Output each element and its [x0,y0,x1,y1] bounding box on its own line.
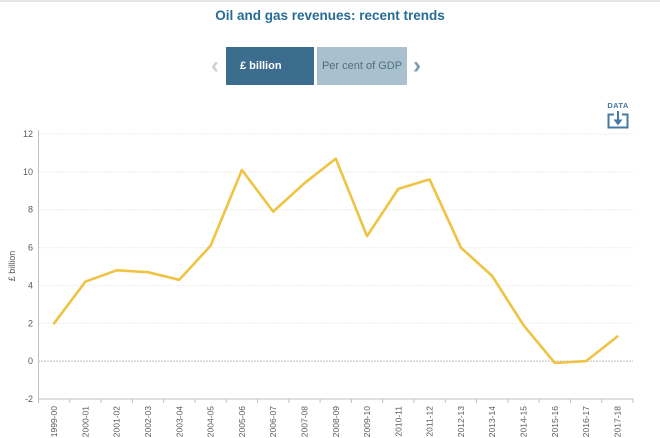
x-tick-label: 2001-02 [112,406,122,437]
x-tick-label: 2015-16 [550,406,560,437]
tab-pound-billion[interactable]: £ billion [226,47,314,85]
x-tick-label: 2007-08 [299,406,309,437]
chevron-right-icon[interactable]: › [413,52,421,79]
x-tick-label: 2016-17 [581,406,591,437]
unit-toggle-tabbar: ‹ £ billion Per cent of GDP › [209,47,423,85]
page-title: Oil and gas revenues: recent trends [215,8,445,23]
x-tick-label: 2002-03 [143,406,153,437]
chevron-left-icon[interactable]: ‹ [211,52,219,79]
x-tick-label: 2005-06 [237,406,247,437]
y-tick-label: 10 [23,167,33,177]
y-tick-label: -2 [25,394,33,404]
revenue-line [52,157,619,365]
top-border [0,0,660,2]
x-tick-label: 2006-07 [268,406,278,437]
x-tick-label: 2012-13 [456,406,466,437]
x-tick-label: 2003-04 [174,406,184,437]
y-tick-label: 4 [28,280,33,290]
x-tick-label: 2000-01 [80,406,90,437]
y-tick-label: 0 [28,356,33,366]
y-tick-label: 12 [23,129,33,139]
y-tick-label: 6 [28,243,33,253]
y-tick-label: 8 [28,205,33,215]
data-download-label: DATA [607,101,629,110]
x-tick-label: 2010-11 [393,406,403,437]
x-tick-label: 2011-12 [425,406,435,437]
x-tick-label: 2017-18 [612,406,622,437]
x-tick-label: 2004-05 [206,406,216,437]
tab-per-cent-of-gdp[interactable]: Per cent of GDP [317,47,407,85]
x-tick-label: 2009-10 [362,406,372,437]
x-tick-label: 1999-00 [49,406,59,437]
x-tick-label: 2014-15 [518,406,528,437]
x-tick-label: 2008-09 [331,406,341,437]
y-axis-title: £ billion [7,251,17,282]
x-tick-label: 2013-14 [487,406,497,437]
y-tick-label: 2 [28,318,33,328]
download-icon [607,111,629,129]
data-download-button[interactable]: DATA [601,101,635,131]
